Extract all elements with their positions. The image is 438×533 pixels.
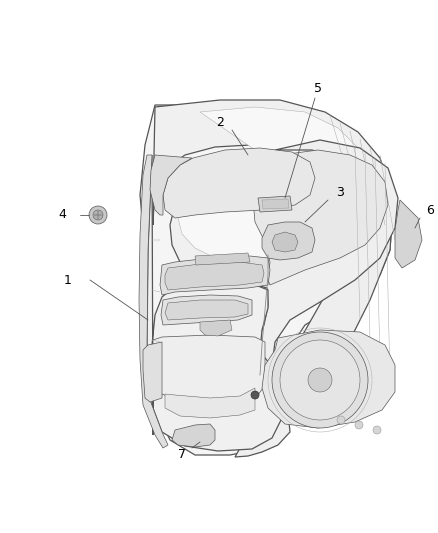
Polygon shape — [253, 150, 388, 285]
Polygon shape — [395, 200, 422, 268]
Circle shape — [301, 406, 309, 414]
Polygon shape — [143, 342, 162, 402]
Circle shape — [93, 210, 103, 220]
Circle shape — [355, 421, 363, 429]
Polygon shape — [165, 300, 248, 320]
Polygon shape — [163, 148, 315, 218]
Circle shape — [272, 332, 368, 428]
Polygon shape — [165, 388, 255, 418]
Polygon shape — [140, 105, 392, 455]
Circle shape — [308, 368, 332, 392]
Circle shape — [319, 411, 327, 419]
Polygon shape — [272, 232, 298, 252]
Circle shape — [373, 426, 381, 434]
Polygon shape — [165, 262, 264, 290]
Circle shape — [251, 391, 259, 399]
Polygon shape — [139, 155, 168, 448]
Text: 5: 5 — [314, 82, 322, 94]
Polygon shape — [200, 320, 232, 336]
Circle shape — [89, 206, 107, 224]
Polygon shape — [153, 335, 265, 402]
Polygon shape — [147, 155, 282, 451]
Polygon shape — [161, 295, 252, 325]
Polygon shape — [262, 330, 395, 428]
Polygon shape — [262, 222, 315, 260]
Polygon shape — [172, 424, 215, 447]
Polygon shape — [150, 155, 192, 215]
Text: 6: 6 — [426, 204, 434, 216]
Polygon shape — [258, 196, 292, 212]
Polygon shape — [160, 256, 270, 295]
Text: 1: 1 — [64, 273, 72, 287]
Circle shape — [280, 340, 360, 420]
Polygon shape — [235, 140, 398, 457]
Polygon shape — [178, 107, 372, 262]
Text: 4: 4 — [58, 208, 66, 222]
Polygon shape — [262, 199, 289, 209]
Text: 2: 2 — [216, 116, 224, 128]
Polygon shape — [195, 253, 250, 265]
Polygon shape — [153, 100, 390, 287]
Text: 3: 3 — [336, 185, 344, 198]
Polygon shape — [240, 190, 392, 445]
Circle shape — [337, 416, 345, 424]
Text: 7: 7 — [178, 448, 186, 462]
